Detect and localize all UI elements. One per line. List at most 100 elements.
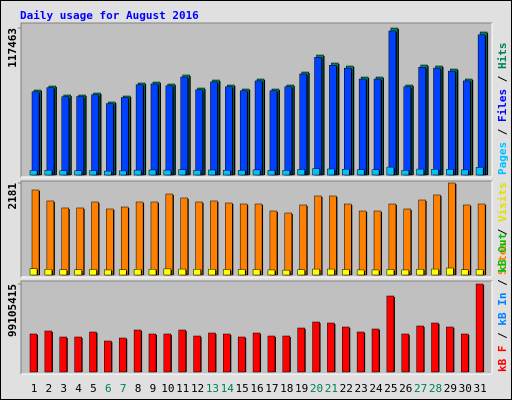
bar bbox=[89, 170, 97, 176]
x-tick-label: 30 bbox=[459, 382, 472, 395]
bar bbox=[448, 70, 456, 176]
bar bbox=[163, 268, 172, 276]
bar bbox=[386, 166, 395, 176]
bar bbox=[61, 96, 69, 176]
bar bbox=[225, 202, 233, 276]
bar bbox=[312, 321, 320, 373]
y-tick-label: 117463 bbox=[6, 28, 19, 68]
bar bbox=[342, 168, 350, 176]
bar bbox=[223, 333, 231, 373]
bar bbox=[163, 333, 172, 373]
bar bbox=[477, 203, 486, 276]
bar bbox=[76, 207, 84, 276]
bar bbox=[297, 327, 305, 373]
bar bbox=[356, 169, 365, 176]
bar bbox=[29, 333, 38, 373]
bar bbox=[254, 80, 263, 176]
bar bbox=[403, 86, 411, 176]
x-tick-label: 3 bbox=[60, 382, 67, 395]
x-tick-label: 24 bbox=[369, 382, 383, 395]
legend: kB F / kB In / kB Out bbox=[496, 233, 509, 372]
bar bbox=[210, 81, 218, 176]
bar bbox=[401, 333, 409, 373]
bar bbox=[327, 268, 335, 276]
bar bbox=[431, 168, 439, 176]
legend-entry: kB Out bbox=[496, 233, 509, 273]
x-tick-label: 11 bbox=[176, 382, 189, 395]
bar bbox=[180, 76, 188, 176]
bar bbox=[475, 167, 484, 176]
x-tick-label: 4 bbox=[75, 382, 82, 395]
x-tick-label: 10 bbox=[161, 382, 174, 395]
bar bbox=[431, 268, 439, 276]
x-tick-label: 25 bbox=[384, 382, 397, 395]
bar bbox=[329, 64, 337, 176]
bar bbox=[91, 94, 99, 176]
y-tick-label: 99105415 bbox=[6, 284, 19, 337]
bar bbox=[344, 67, 352, 176]
x-tick-label: 18 bbox=[280, 382, 293, 395]
bar bbox=[460, 169, 469, 176]
bar bbox=[431, 322, 439, 373]
bar bbox=[356, 269, 365, 276]
bar bbox=[358, 210, 367, 276]
bar bbox=[446, 326, 454, 373]
bar bbox=[312, 168, 320, 176]
bar bbox=[327, 168, 335, 176]
legend-entry: Files bbox=[496, 89, 509, 122]
bar bbox=[327, 322, 335, 373]
x-tick-label: 14 bbox=[221, 382, 235, 395]
bar bbox=[74, 269, 82, 276]
x-tick-label: 19 bbox=[295, 382, 308, 395]
bar bbox=[208, 269, 216, 276]
bar bbox=[282, 335, 291, 373]
bar bbox=[252, 332, 261, 373]
bar bbox=[223, 169, 231, 176]
x-tick-label: 20 bbox=[310, 382, 323, 395]
bar bbox=[475, 283, 484, 373]
bar bbox=[299, 73, 307, 176]
x-tick-label: 21 bbox=[325, 382, 338, 395]
bar bbox=[148, 169, 157, 176]
bar bbox=[282, 169, 291, 176]
bar bbox=[267, 170, 276, 176]
legend-entry: Hits bbox=[496, 43, 509, 70]
x-tick-label: 7 bbox=[120, 382, 127, 395]
x-tick-label: 31 bbox=[473, 382, 486, 395]
bar bbox=[462, 80, 471, 176]
x-tick-label: 22 bbox=[340, 382, 353, 395]
x-tick-label: 28 bbox=[429, 382, 442, 395]
bar bbox=[223, 269, 231, 276]
bar bbox=[29, 170, 38, 176]
bar bbox=[133, 329, 142, 373]
bar bbox=[254, 203, 263, 276]
bar bbox=[225, 86, 233, 176]
bar bbox=[120, 97, 129, 176]
bar bbox=[371, 269, 380, 276]
bar bbox=[59, 269, 67, 276]
bar bbox=[329, 195, 337, 276]
bar bbox=[475, 269, 484, 276]
legend-entry: Sites bbox=[496, 242, 509, 275]
bar bbox=[148, 269, 157, 276]
bar bbox=[118, 337, 127, 373]
bar bbox=[208, 332, 216, 373]
bar bbox=[269, 210, 278, 276]
bar bbox=[210, 200, 218, 276]
legend-separator: / bbox=[496, 326, 509, 346]
bar bbox=[356, 331, 365, 373]
bar bbox=[252, 269, 261, 276]
bar bbox=[91, 201, 99, 276]
bar bbox=[297, 169, 305, 176]
x-tick-label: 26 bbox=[399, 382, 412, 395]
x-tick-label: 8 bbox=[135, 382, 142, 395]
bar bbox=[446, 267, 454, 276]
bar bbox=[401, 169, 409, 176]
bar bbox=[373, 210, 382, 276]
bar bbox=[118, 269, 127, 276]
bar bbox=[165, 193, 174, 276]
bar bbox=[373, 78, 382, 176]
bar bbox=[106, 208, 114, 276]
bar bbox=[31, 189, 40, 276]
